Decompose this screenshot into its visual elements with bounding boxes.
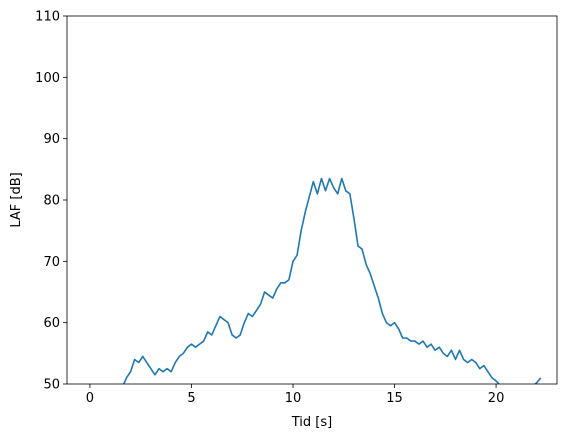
x-tick-label: 15: [386, 391, 403, 406]
y-tick-label: 110: [35, 10, 60, 25]
x-tick-label: 20: [488, 391, 505, 406]
data-line: [122, 177, 542, 384]
y-tick-label: 80: [43, 194, 60, 209]
y-tick-label: 50: [43, 378, 60, 393]
plot-area: [122, 177, 542, 384]
x-tick-label: 10: [285, 391, 302, 406]
y-tick-label: 70: [43, 255, 60, 270]
y-axis-label: LAF [dB]: [9, 172, 24, 227]
x-tick-label: 0: [86, 391, 94, 406]
x-axis-label: Tid [s]: [291, 415, 332, 430]
x-tick-label: 5: [187, 391, 195, 406]
y-tick-label: 60: [43, 316, 60, 331]
y-tick-label: 90: [43, 132, 60, 147]
y-tick-label: 100: [35, 71, 60, 86]
